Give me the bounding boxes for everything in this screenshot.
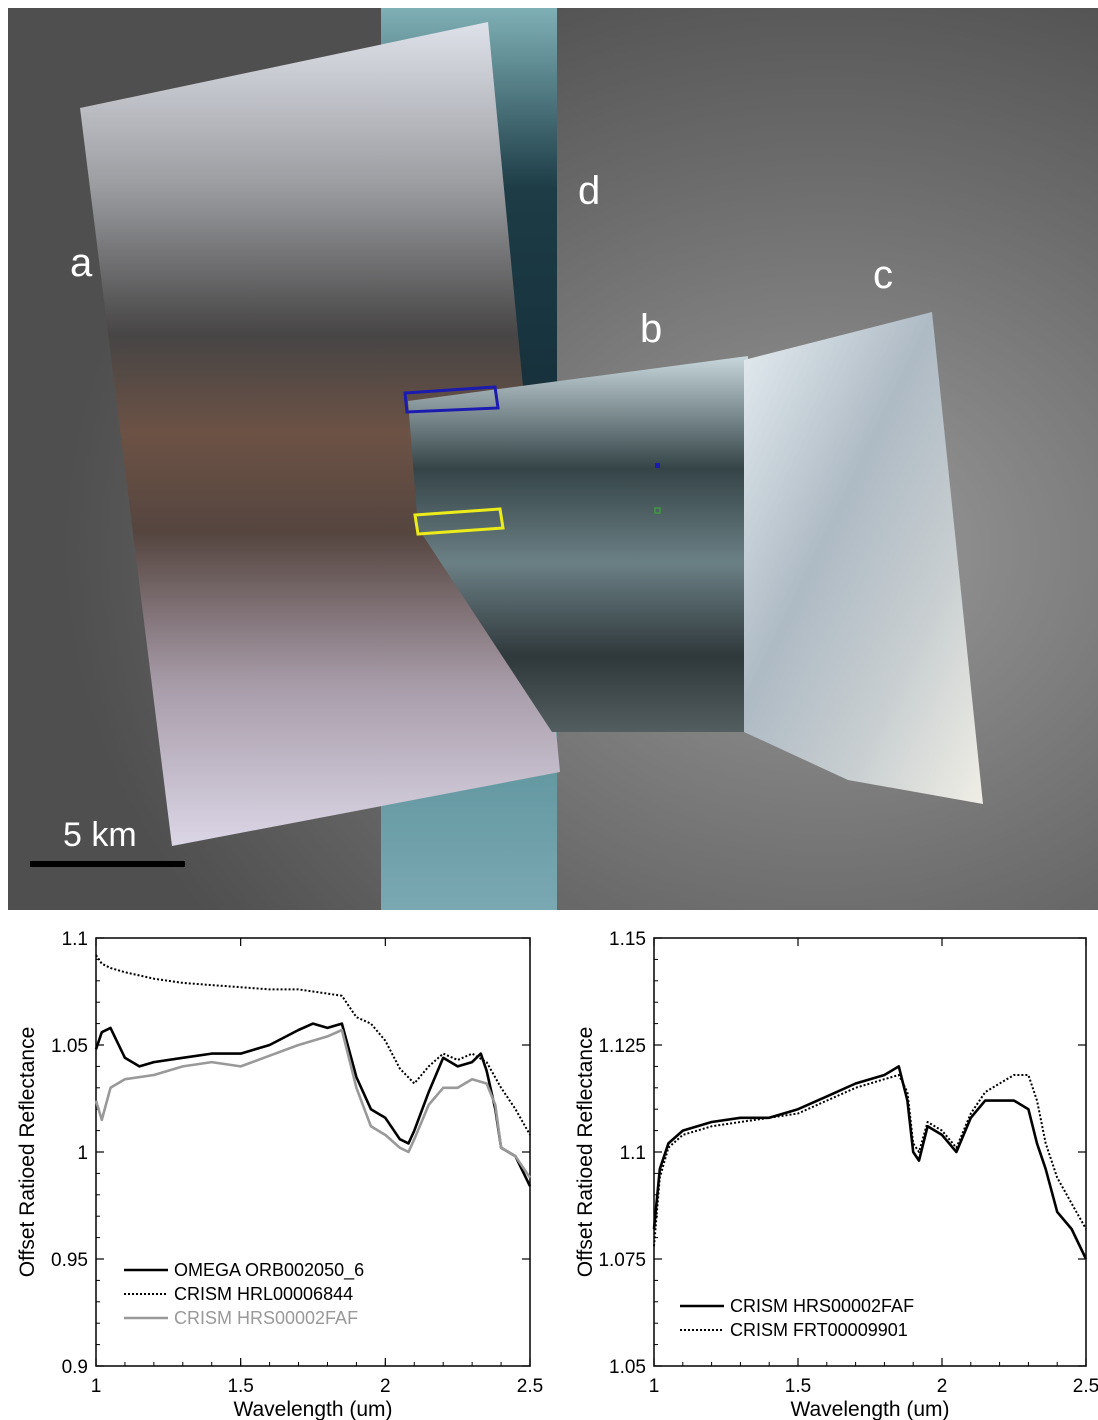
legend-label-0: OMEGA ORB002050_6 xyxy=(174,1260,364,1281)
y-tick-label: 1.05 xyxy=(609,1357,646,1378)
legend-label-2: CRISM HRS00002FAF xyxy=(174,1308,358,1328)
series-line-1 xyxy=(95,954,531,1136)
label-b: b xyxy=(640,307,662,351)
y-tick-label: 1.1 xyxy=(620,1143,646,1164)
y-tick-label: 1.15 xyxy=(609,929,646,950)
x-tick-label: 1 xyxy=(649,1376,660,1397)
spectra-chart-right: 1 1.5 2 2.5 1.05 1.075 1.1 1.125 1.15 Wavelength … xyxy=(574,929,1098,1420)
label-a: a xyxy=(70,241,93,285)
x-axis-title: Wavelength (um) xyxy=(790,1398,949,1420)
blue-region-box xyxy=(403,385,500,414)
y-tick-label: 1.125 xyxy=(598,1036,646,1057)
crism-footprint-c xyxy=(744,312,983,804)
yellow-region-box xyxy=(413,507,505,536)
label-d: d xyxy=(578,169,600,213)
scale-bar xyxy=(30,861,185,867)
scale-bar-label: 5 km xyxy=(63,816,137,854)
image-mosaic-panel: a d c b 5 km xyxy=(8,8,1098,910)
y-tick-label: 1.1 xyxy=(62,929,88,950)
series-line-1 xyxy=(653,1074,1087,1247)
x-axis-title: Wavelength (um) xyxy=(233,1398,392,1420)
x-tick-label: 2 xyxy=(937,1376,948,1397)
x-tick-label: 1 xyxy=(91,1376,102,1397)
y-tick-label: 1.075 xyxy=(598,1250,646,1271)
y-tick-label: 1 xyxy=(77,1143,88,1164)
crism-footprint-b xyxy=(408,356,748,732)
x-tick-label: 1.5 xyxy=(785,1376,811,1397)
label-c: c xyxy=(873,253,893,297)
y-axis-title: Offset Ratioed Reflectance xyxy=(574,1027,597,1278)
mosaic-map: a d c b 5 km xyxy=(8,8,1098,910)
series-line-2 xyxy=(94,1028,532,1179)
y-tick-label: 0.9 xyxy=(62,1357,88,1378)
series-line-0 xyxy=(94,1022,532,1187)
legend-label-1: CRISM HRL00006844 xyxy=(174,1284,353,1304)
blue-marker xyxy=(655,463,660,468)
series-line-0 xyxy=(652,1065,1088,1260)
spectra-chart-left: 1 1.5 2 2.5 0.9 0.95 1 1.05 1.1 Wavelength (um) Of… xyxy=(16,929,543,1420)
x-tick-label: 2 xyxy=(380,1376,391,1397)
y-axis-title: Offset Ratioed Reflectance xyxy=(16,1027,39,1278)
legend-label-1: CRISM FRT00009901 xyxy=(730,1320,908,1340)
legend-label-0: CRISM HRS00002FAF xyxy=(730,1296,914,1316)
y-tick-label: 1.05 xyxy=(51,1036,88,1057)
x-tick-label: 2.5 xyxy=(517,1376,543,1397)
x-tick-label: 1.5 xyxy=(227,1376,253,1397)
x-tick-label: 2.5 xyxy=(1073,1376,1098,1397)
y-tick-label: 0.95 xyxy=(51,1250,88,1271)
green-marker xyxy=(654,507,661,514)
crism-footprint-a xyxy=(80,22,560,846)
